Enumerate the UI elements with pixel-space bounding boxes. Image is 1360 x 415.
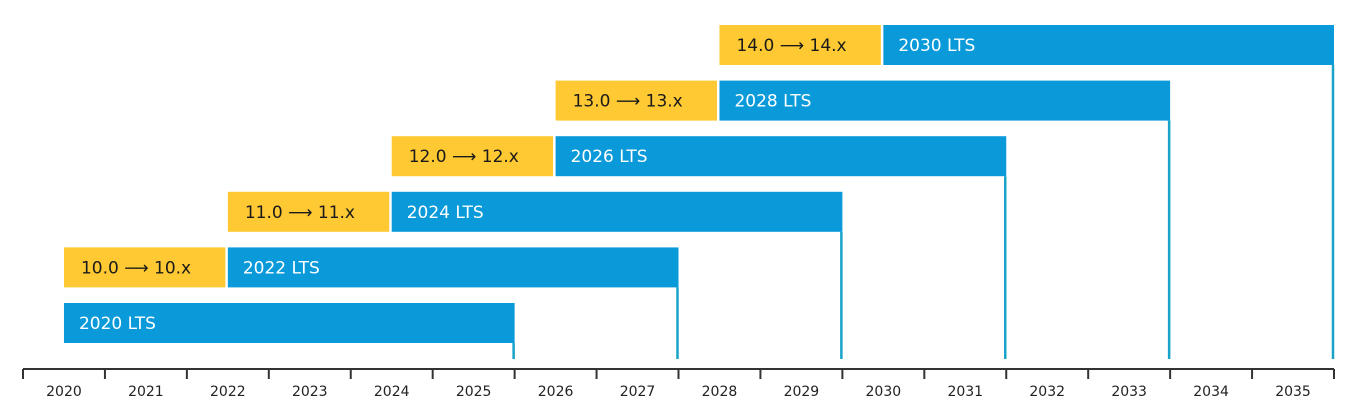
tick-label-2020: 2020 [46,384,82,400]
lts-bar-2024-lts [391,191,843,232]
tick-label-2029: 2029 [784,384,820,400]
support-end-markers [512,65,1335,359]
preview-bar-2022-lts [63,247,226,288]
release-bars: 2020 LTS 10.0 ⟶ 10.x 2022 LTS 11.0 ⟶ 11.x 20… [63,25,1334,343]
tick-label-2032: 2032 [1029,384,1065,400]
tick-label-2035: 2035 [1275,384,1311,400]
lts-bar-2026-lts [555,136,1007,177]
preview-bar-2024-lts [227,191,390,232]
preview-label-2022-lts: 10.0 ⟶ 10.x [81,258,191,278]
lts-bar-2020-lts [63,303,515,343]
tick-label-2028: 2028 [702,384,738,400]
lts-label-2022-lts: 2022 LTS [243,258,320,278]
lts-label-2026-lts: 2026 LTS [571,147,648,167]
tick-label-2025: 2025 [456,384,492,400]
tick-label-2021: 2021 [128,384,164,400]
tick-label-2027: 2027 [620,384,656,400]
lts-label-2030-lts: 2030 LTS [898,36,975,56]
preview-bar-2030-lts [719,25,881,65]
tick-label-2033: 2033 [1111,384,1147,400]
preview-label-2024-lts: 11.0 ⟶ 11.x [245,203,355,223]
tick-label-2026: 2026 [538,384,574,400]
tick-label-2022: 2022 [210,384,246,400]
lts-bar-2028-lts [719,80,1171,121]
year-axis: 2020 2021 2022 2023 2024 2025 2026 2027 2028 2029… [22,368,1335,400]
preview-label-2028-lts: 13.0 ⟶ 13.x [573,92,683,112]
tick-label-2024: 2024 [374,384,410,400]
lts-bar-2022-lts [227,247,679,288]
tick-label-2023: 2023 [292,384,328,400]
lts-label-2020-lts: 2020 LTS [79,314,156,334]
lts-bar-2030-lts [883,25,1334,65]
preview-label-2026-lts: 12.0 ⟶ 12.x [409,147,519,167]
tick-label-2031: 2031 [947,384,983,400]
preview-bar-2028-lts [555,80,717,121]
tick-label-2030: 2030 [866,384,902,400]
tick-label-2034: 2034 [1193,384,1229,400]
lts-label-2028-lts: 2028 LTS [734,92,811,112]
preview-label-2030-lts: 14.0 ⟶ 14.x [736,36,846,56]
lts-label-2024-lts: 2024 LTS [407,203,484,223]
preview-bar-2026-lts [391,136,554,177]
